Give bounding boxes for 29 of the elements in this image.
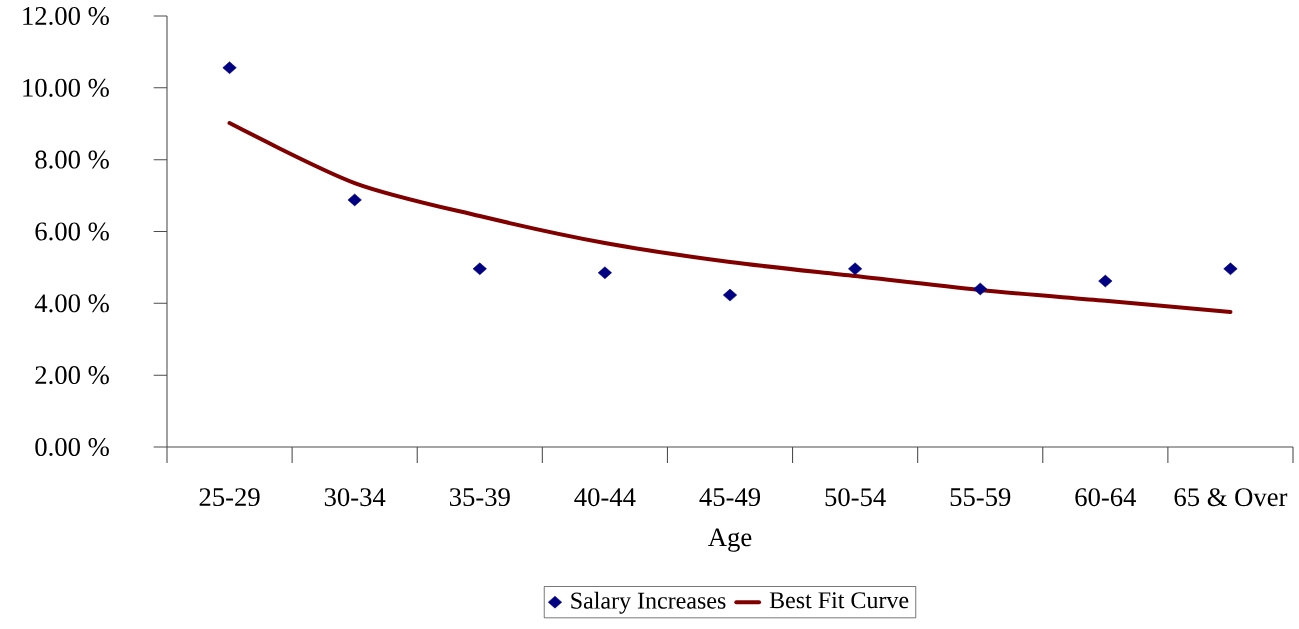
point bbox=[848, 262, 863, 276]
y-tick-label: 12.00 % bbox=[23, 6, 109, 26]
x-tick-label: 25-29 bbox=[199, 488, 260, 507]
y-tick-label: 10.00 % bbox=[23, 78, 109, 97]
point bbox=[973, 282, 988, 296]
point bbox=[597, 266, 612, 280]
legend-label: Salary Increases bbox=[571, 591, 726, 614]
point bbox=[347, 193, 362, 207]
point bbox=[222, 61, 237, 74]
x-tick-label: 55-59 bbox=[950, 488, 1011, 507]
x-tick-label: 40-44 bbox=[574, 488, 636, 507]
x-tick-label: 30-34 bbox=[324, 488, 386, 507]
x-axis-title: Age bbox=[708, 528, 752, 552]
x-tick-label: 65 & Over bbox=[1174, 488, 1288, 507]
x-tick-label: 50-54 bbox=[825, 488, 886, 507]
point bbox=[1223, 262, 1238, 276]
line-series bbox=[227, 121, 1233, 314]
y-tick-label: 2.00 % bbox=[35, 366, 109, 385]
x-tick-label: 60-64 bbox=[1075, 488, 1137, 507]
point bbox=[1098, 274, 1113, 288]
point bbox=[722, 288, 738, 302]
x-tick-label: 45-49 bbox=[699, 488, 761, 507]
legend-label: Best Fit Curve bbox=[769, 592, 909, 609]
y-tick-label: 4.00 % bbox=[34, 294, 109, 313]
y-tick-label: 6.00 % bbox=[35, 222, 109, 241]
y-tick-label: 0.00 % bbox=[35, 437, 109, 457]
x-tick-label: 35-39 bbox=[449, 488, 510, 507]
point bbox=[472, 262, 487, 276]
y-tick-label: 8.00 % bbox=[35, 150, 109, 169]
